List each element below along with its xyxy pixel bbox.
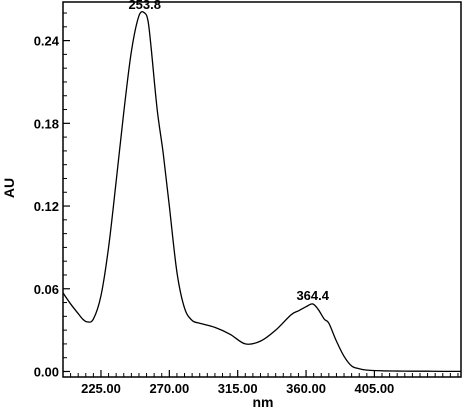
y-axis-title: AU: [1, 178, 17, 198]
y-tick-label: 0.06: [34, 282, 59, 297]
annotation-layer: 253.8 364.4: [128, 0, 329, 303]
plot-frame: [62, 1, 462, 378]
x-tick-label: 315.00: [218, 381, 258, 396]
peak-label: 253.8: [128, 0, 161, 12]
x-tick-label: 360.00: [286, 381, 326, 396]
x-tick-label: 270.00: [149, 381, 189, 396]
x-tick-label: 225.00: [81, 381, 121, 396]
y-tick-label: 0.00: [34, 364, 59, 379]
y-tick-label: 0.12: [34, 199, 59, 214]
y-axis: 0.00 0.06 0.12 0.18 0.24: [34, 12, 70, 379]
peak-label: 364.4: [296, 288, 329, 303]
plot-border: [62, 1, 462, 378]
x-axis-title: nm: [253, 394, 274, 408]
series-line-0: [62, 11, 462, 373]
x-tick-label: 405.00: [355, 381, 395, 396]
series-layer: [62, 11, 462, 373]
y-tick-label: 0.18: [34, 116, 59, 131]
y-tick-label: 0.24: [34, 34, 60, 49]
x-axis: 225.00 270.00 315.00 360.00 405.00: [70, 370, 459, 396]
